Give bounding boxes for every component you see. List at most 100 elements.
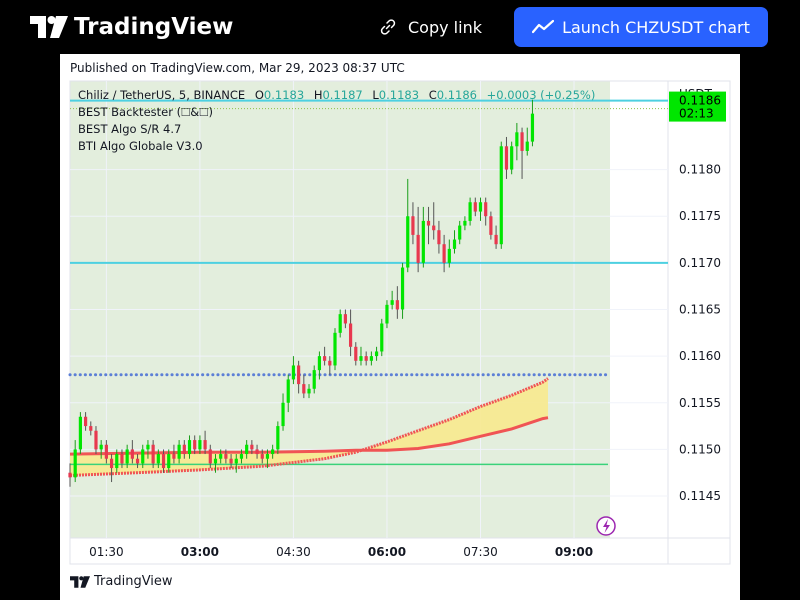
candle [442, 234, 446, 273]
launch-chart-label: Launch CHZUSDT chart [562, 17, 750, 37]
candle-body [115, 454, 119, 469]
candle-body [421, 220, 425, 263]
candle-body [406, 216, 410, 268]
open-label: O [254, 88, 264, 102]
candle [333, 328, 337, 371]
candle-body [359, 356, 363, 361]
candle [193, 435, 197, 455]
candle-body [291, 365, 296, 380]
candle [364, 351, 368, 366]
candle-body [317, 356, 322, 371]
high-value: 0.1187 [322, 88, 363, 102]
last-price-text: 0.1186 [679, 94, 721, 108]
candle-body [234, 458, 238, 464]
candle-body [130, 449, 134, 459]
candle [447, 239, 451, 268]
candle-body [489, 216, 493, 235]
candle [187, 435, 192, 459]
candle-body [447, 248, 451, 263]
candle-body [432, 225, 436, 231]
candle-body [515, 132, 519, 147]
candle [146, 440, 150, 459]
candle [426, 206, 431, 245]
candle-body [239, 454, 244, 459]
low-value: 0.1183 [378, 88, 420, 102]
indicator-legend-2[interactable]: BTI Algo Globale V3.0 [78, 139, 203, 153]
candle-body [193, 440, 197, 450]
candle-body [400, 267, 405, 310]
candle-body [343, 314, 347, 324]
candle [302, 374, 306, 399]
candle-body [458, 225, 462, 240]
copy-link-button[interactable]: Copy link [378, 10, 482, 44]
candle [286, 374, 290, 413]
countdown-text: 02:13 [679, 107, 714, 121]
candle-body [224, 454, 228, 459]
candle [104, 440, 108, 464]
candle-body [452, 239, 457, 249]
candle-body [374, 351, 379, 357]
candle [468, 197, 472, 226]
candle [208, 444, 212, 469]
candle [78, 412, 82, 455]
launch-chart-button[interactable]: Launch CHZUSDT chart [514, 7, 768, 47]
candle [130, 440, 134, 464]
candle [458, 220, 462, 245]
candle [484, 197, 488, 226]
candle [182, 440, 186, 459]
candle-body [286, 379, 290, 403]
candle [494, 225, 498, 249]
candle [115, 449, 119, 473]
tradingview-logo[interactable]: TradingView [30, 12, 233, 42]
candle-body [525, 141, 529, 151]
candle [260, 449, 264, 464]
candle [73, 440, 77, 483]
candle-body [281, 402, 285, 427]
candle-body [271, 449, 275, 455]
candle-body [219, 454, 223, 459]
candle [463, 216, 467, 231]
candle [317, 351, 322, 380]
candle-body [167, 454, 171, 469]
candle-body [83, 416, 88, 427]
candle [354, 342, 358, 366]
candle-body [348, 323, 353, 347]
chart-line-icon [532, 19, 555, 34]
candle-body [333, 332, 337, 366]
candle [245, 440, 249, 459]
candle-body [463, 220, 467, 226]
candle-body [104, 444, 108, 459]
footer-logo[interactable]: TradingView [70, 574, 173, 589]
candle-body [198, 440, 202, 450]
price-chart[interactable]: 0.1145 0.1150 0.1155 0.1160 0.1165 0.1170 0.11… [60, 54, 740, 600]
candle-body [354, 346, 358, 361]
y-tick-label: 0.1170 [679, 256, 721, 270]
candle-body [395, 300, 399, 310]
candle [83, 412, 88, 431]
candle-body [426, 220, 431, 226]
candle-body [182, 444, 186, 455]
candle-body [411, 216, 415, 235]
candle-body [135, 458, 140, 464]
candle [374, 346, 379, 361]
axes: 0.1145 0.1150 0.1155 0.1160 0.1165 0.1170 0.11… [89, 87, 721, 559]
y-tick-label: 0.1175 [679, 209, 721, 223]
candle-body [369, 356, 373, 361]
x-tick-label: 01:30 [89, 545, 124, 559]
x-tick-label: 07:30 [463, 545, 498, 559]
tradingview-logo-icon [30, 16, 68, 38]
candle-body [177, 444, 181, 459]
candle [390, 290, 394, 310]
indicator-legend-0[interactable]: BEST Backtester (🞎&🞎) [78, 105, 213, 119]
candle-body [250, 444, 254, 450]
candle [141, 444, 145, 469]
high-label: H [313, 88, 323, 102]
lightning-icon[interactable] [596, 516, 616, 536]
indicator-legend-1[interactable]: BEST Algo S/R 4.7 [78, 122, 182, 136]
candle-body [494, 234, 498, 245]
candle [109, 454, 114, 483]
candle [156, 449, 160, 469]
candle [239, 449, 244, 464]
candle-body [213, 458, 218, 464]
candle-body [437, 230, 441, 245]
